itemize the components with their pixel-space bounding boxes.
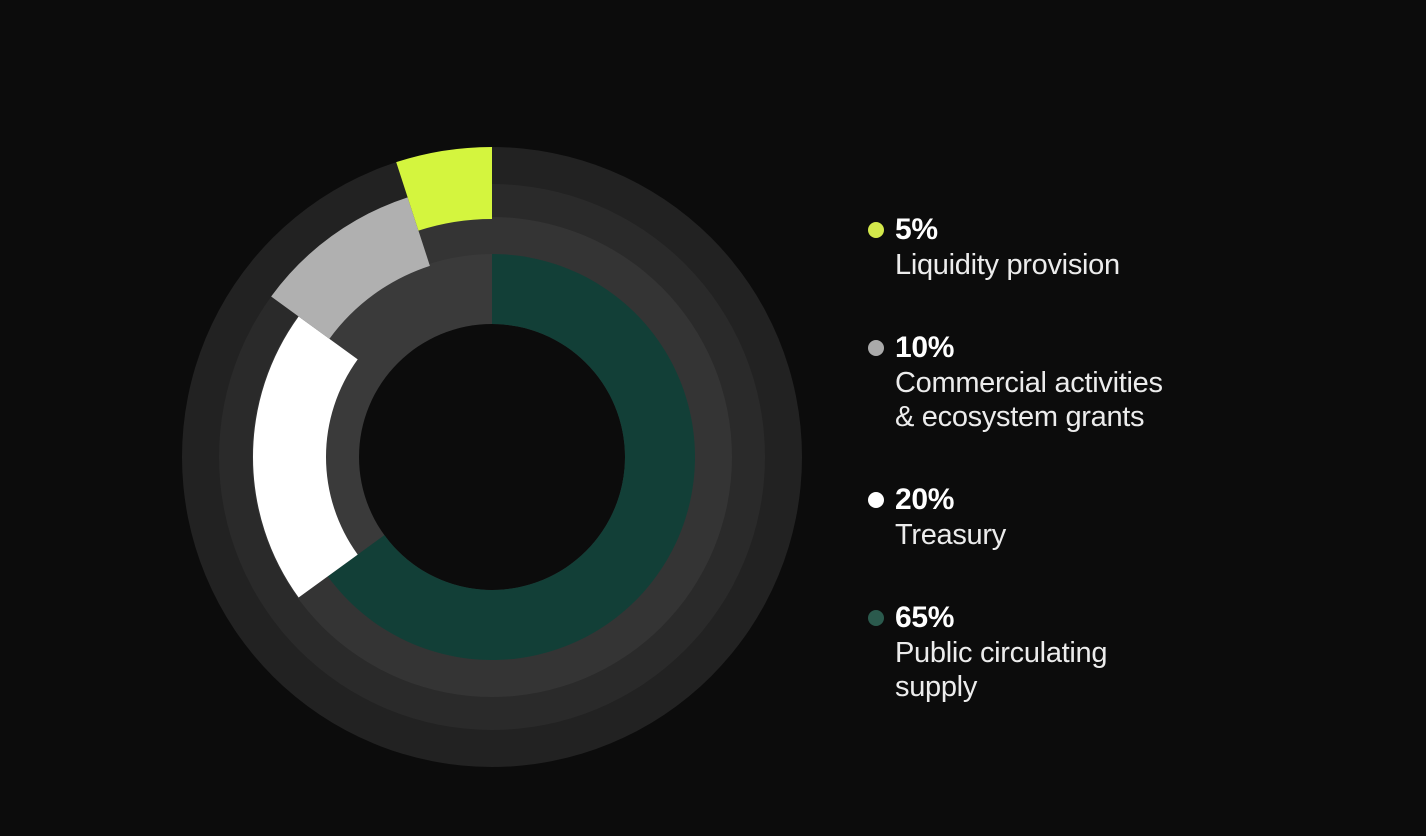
legend-label-line: Commercial activities (895, 367, 1163, 399)
legend-dot-icon (868, 340, 884, 356)
legend-label-line: Public circulating (895, 637, 1108, 669)
legend-dot-icon (868, 610, 884, 626)
legend-value: 65% (895, 601, 955, 634)
legend-text: 65% Public circulating supply (895, 600, 1108, 704)
legend-value: 5% (895, 213, 938, 246)
legend-item-treasury: 20% Treasury (868, 482, 1288, 552)
legend-item-commercial-activities: 10% Commercial activities & ecosystem gr… (868, 330, 1288, 434)
donut-segment-liquidity-provision (396, 147, 492, 231)
legend-item-public-circulating-supply: 65% Public circulating supply (868, 600, 1288, 704)
legend-item-liquidity-provision: 5% Liquidity provision (868, 212, 1288, 282)
legend-value: 10% (895, 331, 955, 364)
legend: 5% Liquidity provision 10% Commercial ac… (868, 212, 1288, 752)
donut-segment-commercial-activities-ecosystem-grants (271, 197, 430, 339)
legend-text: 10% Commercial activities & ecosystem gr… (895, 330, 1163, 434)
legend-label-line: & ecosystem grants (895, 401, 1145, 433)
donut-hole (359, 324, 625, 590)
legend-dot-icon (868, 492, 884, 508)
legend-label-line: supply (895, 671, 978, 703)
legend-text: 5% Liquidity provision (895, 212, 1120, 282)
donut-segment-treasury (252, 316, 358, 598)
legend-dot-icon (868, 222, 884, 238)
legend-label-line: Liquidity provision (895, 249, 1120, 281)
legend-text: 20% Treasury (895, 482, 1006, 552)
legend-label-line: Treasury (895, 519, 1006, 551)
legend-value: 20% (895, 483, 955, 516)
donut-segment-public-circulating-supply (327, 254, 696, 660)
